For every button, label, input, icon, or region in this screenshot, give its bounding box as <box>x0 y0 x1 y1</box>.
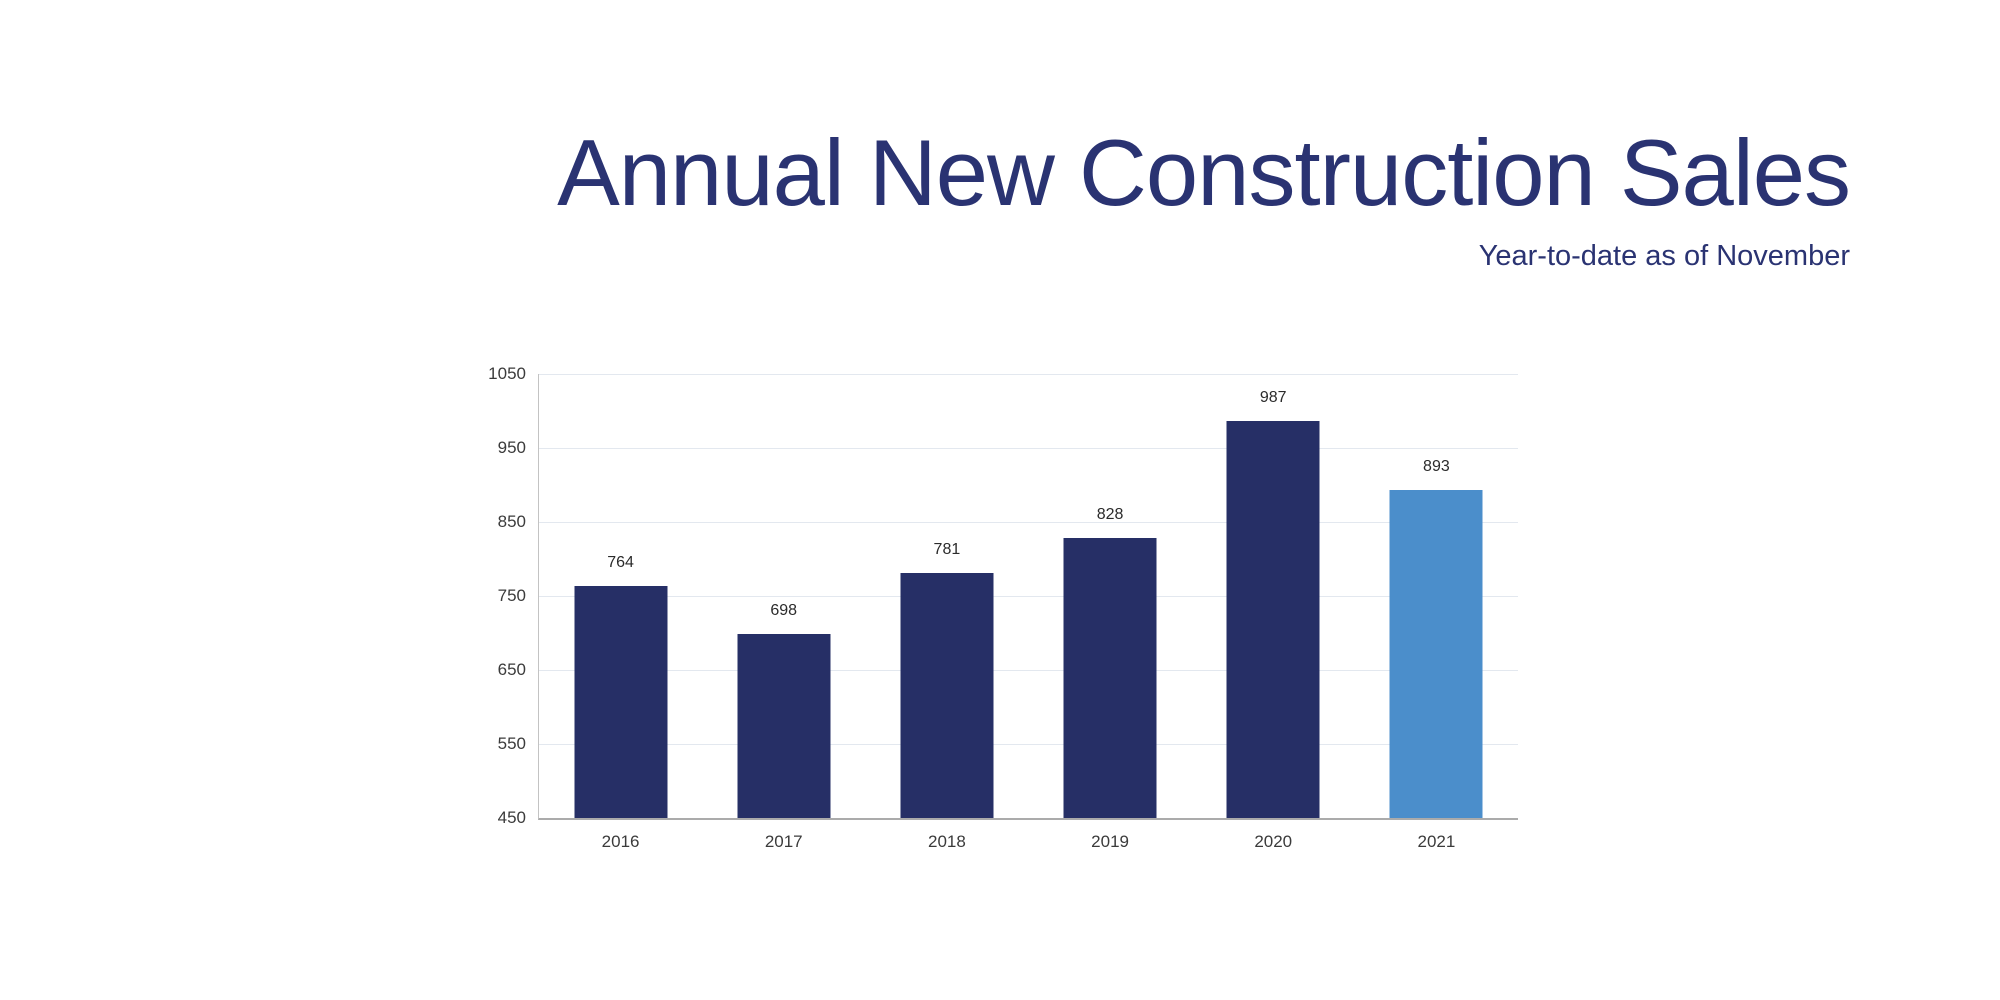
gridline-950 <box>539 447 1518 449</box>
y-tick-label-850: 850 <box>497 511 526 531</box>
value-label-2017: 698 <box>770 602 798 620</box>
category-slot-2021: 893 2021 <box>1355 374 1518 851</box>
bar-2016 <box>574 585 668 818</box>
value-label-2020: 987 <box>1259 388 1287 406</box>
bar-2019 <box>1063 538 1157 818</box>
category-slot-2019: 828 2019 <box>1029 374 1192 851</box>
bar-2021 <box>1389 490 1483 818</box>
chart-subtitle: Year-to-date as of November <box>1478 240 1850 272</box>
y-tick-label-650: 650 <box>497 659 526 679</box>
value-label-2018: 781 <box>933 541 961 559</box>
gridline-750 <box>539 596 1518 597</box>
value-label-2019: 828 <box>1096 506 1124 524</box>
bar-2017 <box>737 634 831 818</box>
x-tick-label-2021: 2021 <box>1417 832 1456 851</box>
bar-2020 <box>1226 420 1320 818</box>
y-tick-label-1050: 1050 <box>488 364 526 383</box>
x-tick-label-2018: 2018 <box>927 832 966 851</box>
chart-title: Annual New Construction Sales <box>557 120 1851 225</box>
gridline-850 <box>539 521 1518 523</box>
gridline-650 <box>539 669 1518 671</box>
x-tick-label-2019: 2019 <box>1091 832 1129 851</box>
value-label-2021: 893 <box>1423 458 1450 476</box>
value-label-2016: 764 <box>607 553 634 571</box>
bar-2018 <box>900 573 994 818</box>
y-tick-label-750: 750 <box>497 586 526 605</box>
category-slot-2016: 764 2016 <box>539 374 702 851</box>
plot-area: 764 2016 698 2017 781 2018 828 2019 987 2020 893 20… <box>538 374 1518 851</box>
y-tick-label-950: 950 <box>497 437 526 457</box>
y-tick-label-450: 450 <box>497 808 526 827</box>
y-axis: 1050 950 850 750 650 550 450 <box>400 364 526 827</box>
x-tick-label-2016: 2016 <box>601 832 640 851</box>
chart-header: Annual New Construction Sales Year-to-da… <box>557 120 1851 273</box>
x-tick-label-2017: 2017 <box>764 832 803 851</box>
category-slot-2017: 698 2017 <box>702 374 865 851</box>
y-tick-label-550: 550 <box>497 734 526 753</box>
x-tick-label-2020: 2020 <box>1254 832 1293 851</box>
category-slot-2018: 781 2018 <box>865 374 1028 851</box>
gridline-550 <box>539 744 1518 745</box>
gridline-1050 <box>539 374 1518 375</box>
category-slot-2020: 987 2020 <box>1192 374 1355 851</box>
